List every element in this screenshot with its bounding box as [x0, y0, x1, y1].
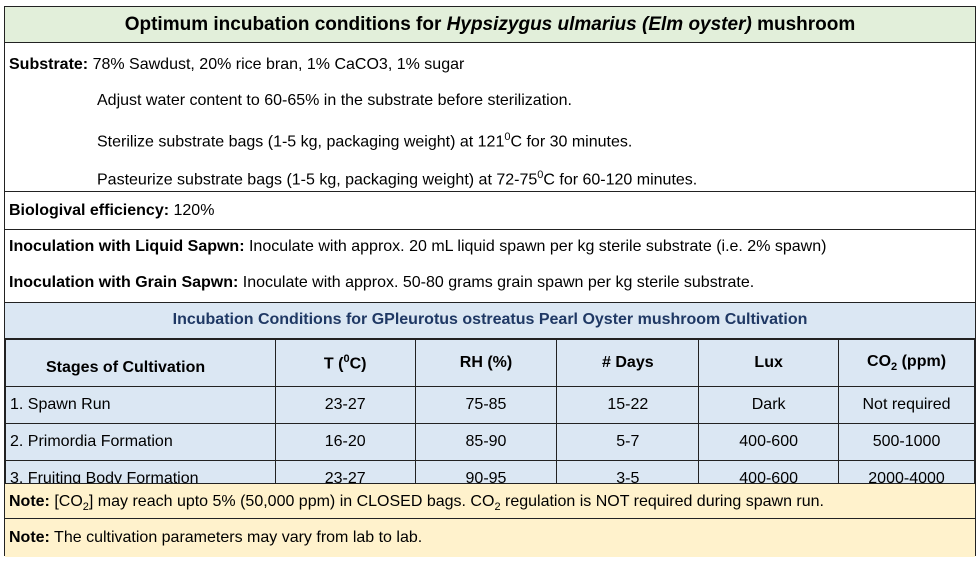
header-temperature: T (0C) — [274, 339, 416, 387]
note-co2-b: ] may reach upto 5% (50,000 ppm) in CLOS… — [88, 493, 495, 510]
divider — [5, 229, 975, 230]
note-co2-c: regulation is NOT required during spawn … — [500, 493, 824, 510]
divider — [5, 302, 975, 303]
note-co2: Note: [CO2] may reach upto 5% (50,000 pp… — [5, 483, 975, 519]
liquid-spawn-label: Inoculation with Liquid Sapwn: — [9, 238, 245, 255]
cell-co2: 500-1000 — [838, 423, 975, 461]
substrate-label: Substrate: — [9, 56, 89, 73]
header-t-text: T ( — [323, 355, 344, 373]
cell-co2: Not required — [838, 386, 975, 424]
liquid-spawn-line: Inoculation with Liquid Sapwn: Inoculate… — [9, 237, 826, 257]
efficiency-label: Biologival efficiency: — [9, 202, 170, 219]
cell-stage: 1. Spawn Run — [5, 386, 276, 424]
note-co2-text: Note: [CO2] may reach upto 5% (50,000 pp… — [9, 492, 824, 517]
pasteurize-text: Pasteurize substrate bags (1-5 kg, packa… — [97, 171, 538, 189]
substrate-sterilize-line: Sterilize substrate bags (1-5 kg, packag… — [97, 127, 632, 152]
cell-lux: Dark — [698, 386, 840, 424]
pasteurize-degree: 0 — [537, 169, 544, 181]
cell-stage: 2. Primordia Formation — [5, 423, 276, 461]
substrate-value: 78% Sawdust, 20% rice bran, 1% CaCO3, 1%… — [88, 56, 465, 73]
liquid-spawn-value: Inoculate with approx. 20 mL liquid spaw… — [244, 238, 827, 255]
header-co2-text: CO — [867, 352, 892, 370]
note-label: Note: — [9, 493, 50, 510]
note-co2-a: [CO — [49, 493, 83, 510]
note-label: Note: — [9, 529, 50, 546]
title-species: Hypsizygus ulmarius (Elm oyster) — [446, 14, 752, 35]
table-row: 2. Primordia Formation 16-20 85-90 5-7 4… — [5, 423, 975, 461]
note-parameters: Note: The cultivation parameters may var… — [5, 519, 975, 557]
header-co2-unit: (ppm) — [897, 352, 947, 370]
table-header-row: Stages of Cultivation T (0C) RH (%) # Da… — [5, 339, 975, 387]
header-co2-sub: 2 — [891, 361, 898, 374]
table-row: 1. Spawn Run 23-27 75-85 15-22 Dark Not … — [5, 386, 975, 424]
note-co2-sub1: 2 — [82, 501, 89, 514]
title-prefix: Optimum incubation conditions for — [124, 14, 447, 35]
table-subheader: Incubation Conditions for GPleurotus ost… — [5, 303, 975, 339]
efficiency-line: Biologival efficiency: 120% — [9, 201, 214, 221]
cell-days: 15-22 — [556, 386, 700, 424]
note-parameters-text: Note: The cultivation parameters may var… — [9, 528, 422, 548]
sterilize-degree: 0 — [504, 131, 511, 143]
sterilize-text: Sterilize substrate bags (1-5 kg, packag… — [97, 133, 505, 151]
grain-spawn-value: Inoculate with approx. 50-80 grams grain… — [238, 274, 755, 291]
grain-spawn-label: Inoculation with Grain Sapwn: — [9, 274, 239, 291]
efficiency-value: 120% — [169, 202, 215, 219]
cell-rh: 75-85 — [414, 386, 558, 424]
sterilize-text-end: C for 30 minutes. — [510, 133, 633, 151]
pasteurize-text-end: C for 60-120 minutes. — [543, 171, 698, 189]
header-co2: CO2 (ppm) — [838, 339, 975, 387]
cell-lux: 400-600 — [698, 423, 840, 461]
header-lux: Lux — [698, 339, 840, 387]
substrate-line: Substrate: 78% Sawdust, 20% rice bran, 1… — [9, 55, 464, 75]
note-parameters-value: The cultivation parameters may vary from… — [49, 529, 423, 546]
cell-temperature: 16-20 — [274, 423, 416, 461]
divider — [5, 191, 975, 192]
header-t-degree: 0 — [343, 352, 350, 365]
title-suffix: mushroom — [751, 14, 856, 35]
incubation-sheet: Optimum incubation conditions for Hypsiz… — [4, 6, 976, 557]
substrate-pasteurize-line: Pasteurize substrate bags (1-5 kg, packa… — [97, 165, 697, 190]
page-title: Optimum incubation conditions for Hypsiz… — [5, 7, 975, 43]
cell-temperature: 23-27 — [274, 386, 416, 424]
header-rh: RH (%) — [414, 339, 558, 387]
header-stage: Stages of Cultivation — [5, 339, 276, 387]
cell-days: 5-7 — [556, 423, 700, 461]
note-co2-sub2: 2 — [494, 501, 501, 514]
grain-spawn-line: Inoculation with Grain Sapwn: Inoculate … — [9, 273, 754, 293]
header-t-unit: C) — [349, 355, 367, 373]
header-days: # Days — [556, 339, 700, 387]
cell-rh: 85-90 — [414, 423, 558, 461]
substrate-water-line: Adjust water content to 60-65% in the su… — [97, 92, 572, 109]
cultivation-table: Stages of Cultivation T (0C) RH (%) # Da… — [5, 339, 975, 498]
